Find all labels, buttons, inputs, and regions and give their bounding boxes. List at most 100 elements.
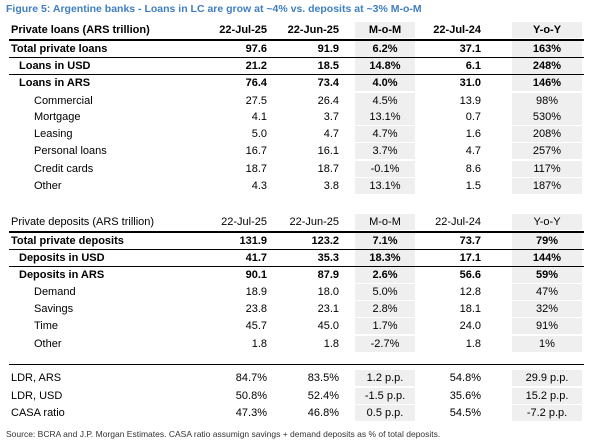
row-label: Deposits in USD bbox=[19, 252, 105, 264]
row-value: 1.5 bbox=[465, 180, 481, 192]
row-value: 3.8 bbox=[323, 180, 339, 192]
row-value: 32% bbox=[512, 301, 582, 317]
col-header-4: 22-Jul-24 bbox=[435, 216, 481, 228]
row-value: 12.8 bbox=[459, 286, 481, 298]
table-row: CASA ratio 47.3% 46.8% 0.5 p.p. 54.5% -7… bbox=[9, 405, 584, 421]
table-row: Mortgage 4.1 3.7 13.1% 0.7 530% bbox=[9, 109, 584, 125]
row-value: 13.1% bbox=[355, 178, 415, 194]
row-value: -0.1% bbox=[355, 161, 415, 177]
table-row: Deposits in ARS 90.1 87.9 2.6% 56.6 59% bbox=[9, 267, 584, 283]
table-row: Deposits in USD 41.7 35.3 18.3% 17.1 144… bbox=[9, 250, 584, 266]
row-value: 18.9 bbox=[245, 286, 267, 298]
row-value: 59% bbox=[512, 267, 582, 283]
row-value: 0.7 bbox=[465, 111, 481, 123]
row-value: 46.8% bbox=[307, 407, 339, 419]
table-row: Savings 23.8 23.1 2.8% 18.1 32% bbox=[9, 301, 584, 317]
row-value: 97.6 bbox=[245, 43, 267, 55]
row-value: 87.9 bbox=[317, 269, 339, 281]
row-value: 248% bbox=[512, 58, 582, 74]
row-value: 83.5% bbox=[307, 372, 339, 384]
row-value: 4.0% bbox=[355, 75, 415, 91]
row-value: 4.7 bbox=[465, 145, 481, 157]
row-value: 18.1 bbox=[459, 303, 481, 315]
row-label: CASA ratio bbox=[11, 407, 65, 419]
row-label: Other bbox=[34, 338, 62, 350]
row-value: 18.5 bbox=[317, 60, 339, 72]
table-row: Total private loans 97.6 91.9 6.2% 37.1 … bbox=[9, 41, 584, 57]
row-value: 208% bbox=[512, 126, 582, 142]
row-value: 13.9 bbox=[459, 95, 481, 107]
table-row: Leasing 5.0 4.7 4.7% 1.6 208% bbox=[9, 126, 584, 142]
table-row: Time 45.7 45.0 1.7% 24.0 91% bbox=[9, 318, 584, 334]
row-value: 18.0 bbox=[317, 286, 339, 298]
row-value: 18.7 bbox=[245, 163, 267, 175]
row-value: 1.8 bbox=[465, 338, 481, 350]
row-value: 3.7 bbox=[323, 111, 339, 123]
col-header-3: M-o-M bbox=[355, 22, 415, 38]
row-value: 84.7% bbox=[235, 372, 267, 384]
row-value: 257% bbox=[512, 143, 582, 159]
row-value: 131.9 bbox=[239, 235, 267, 247]
row-value: 2.8% bbox=[355, 301, 415, 317]
row-value: -1.5 p.p. bbox=[355, 388, 415, 404]
table-row: Loans in USD 21.2 18.5 14.8% 6.1 248% bbox=[9, 58, 584, 74]
row-value: 29.9 p.p. bbox=[512, 370, 582, 386]
row-value: 27.5 bbox=[245, 95, 267, 107]
row-value: 0.5 p.p. bbox=[355, 405, 415, 421]
row-label: LDR, ARS bbox=[11, 372, 62, 384]
row-value: 146% bbox=[512, 75, 582, 91]
row-value: 1.7% bbox=[355, 318, 415, 334]
row-label: Loans in ARS bbox=[19, 77, 91, 89]
row-value: 56.6 bbox=[459, 269, 481, 281]
deposits-header-divider bbox=[9, 231, 584, 233]
row-value: 4.7 bbox=[323, 128, 339, 140]
loans-header-label: Private loans (ARS trillion) bbox=[11, 24, 150, 36]
row-value: 1.8 bbox=[323, 338, 339, 350]
row-divider bbox=[9, 57, 584, 58]
loans-header-row: Private loans (ARS trillion) 22-Jul-25 2… bbox=[9, 22, 584, 38]
row-value: 3.7% bbox=[355, 143, 415, 159]
row-value: 47% bbox=[512, 284, 582, 300]
row-value: 47.3% bbox=[235, 407, 267, 419]
row-divider bbox=[9, 249, 584, 250]
table-row: Other 1.8 1.8 -2.7% 1.8 1% bbox=[9, 336, 584, 352]
row-label: Deposits in ARS bbox=[19, 269, 105, 281]
row-value: 6.2% bbox=[355, 41, 415, 57]
row-value: 35.6% bbox=[449, 390, 481, 402]
row-value: 52.4% bbox=[307, 390, 339, 402]
table-row: Commercial 27.5 26.4 4.5% 13.9 98% bbox=[9, 93, 584, 109]
row-value: 14.8% bbox=[355, 58, 415, 74]
row-value: 5.0 bbox=[251, 128, 267, 140]
row-value: 5.0% bbox=[355, 284, 415, 300]
row-value: 1.2 p.p. bbox=[355, 370, 415, 386]
row-value: 90.1 bbox=[245, 269, 267, 281]
row-value: 1.8 bbox=[251, 338, 267, 350]
row-value: 530% bbox=[512, 109, 582, 125]
row-value: 31.0 bbox=[459, 77, 481, 89]
col-header-5: Y-o-Y bbox=[512, 214, 582, 230]
row-value: 13.1% bbox=[355, 109, 415, 125]
table-row: Demand 18.9 18.0 5.0% 12.8 47% bbox=[9, 284, 584, 300]
row-value: 1% bbox=[512, 336, 582, 352]
row-label: Demand bbox=[34, 286, 76, 298]
source-note: Source: BCRA and J.P. Morgan Estimates. … bbox=[6, 429, 441, 439]
row-label: Savings bbox=[34, 303, 74, 315]
table-row: LDR, USD 50.8% 52.4% -1.5 p.p. 35.6% 15.… bbox=[9, 388, 584, 404]
row-value: 4.1 bbox=[251, 111, 267, 123]
row-value: 4.3 bbox=[251, 180, 267, 192]
col-header-1: 22-Jul-25 bbox=[221, 216, 267, 228]
col-header-4: 22-Jul-24 bbox=[433, 24, 481, 36]
row-value: 117% bbox=[512, 161, 582, 177]
ratios-divider bbox=[9, 364, 584, 365]
deposits-header-row: Private deposits (ARS trillion) 22-Jul-2… bbox=[9, 214, 584, 230]
row-value: 73.4 bbox=[317, 77, 339, 89]
row-value: 41.7 bbox=[245, 252, 267, 264]
row-label: Other bbox=[34, 180, 62, 192]
row-value: 16.1 bbox=[317, 145, 339, 157]
row-label: Loans in USD bbox=[19, 60, 91, 72]
row-value: 79% bbox=[512, 233, 582, 249]
row-value: 35.3 bbox=[317, 252, 339, 264]
row-value: 54.5% bbox=[449, 407, 481, 419]
table-row: Personal loans 16.7 16.1 3.7% 4.7 257% bbox=[9, 143, 584, 159]
row-value: 50.8% bbox=[235, 390, 267, 402]
